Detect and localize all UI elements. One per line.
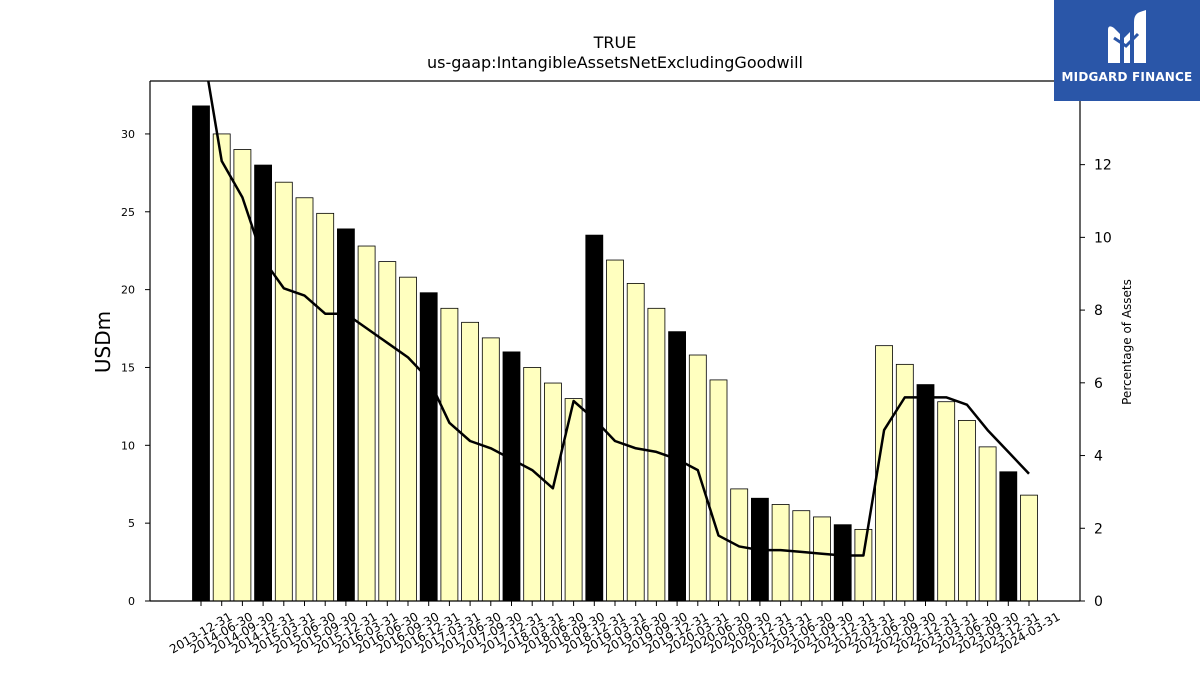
bar	[771, 504, 790, 602]
bar	[668, 331, 686, 602]
y2-tick-label: 12	[1094, 158, 1112, 174]
chart-title: TRUE	[593, 33, 637, 52]
bar	[958, 419, 976, 602]
bar	[336, 228, 355, 602]
y-axis-label: USDm	[91, 311, 115, 373]
bar	[274, 181, 293, 602]
bar	[419, 292, 438, 602]
y2-tick-label: 2	[1094, 521, 1103, 537]
bar	[833, 524, 852, 602]
bar	[709, 379, 728, 602]
bar	[399, 276, 417, 602]
bar	[212, 133, 231, 602]
y-tick-label: 20	[121, 284, 135, 297]
y-tick-label: 5	[128, 517, 135, 530]
bar	[937, 401, 956, 602]
bar	[502, 351, 521, 602]
y2-axis-label: Percentage of Assets	[1120, 279, 1134, 405]
midgard-logo-icon	[1108, 10, 1146, 63]
bar	[916, 384, 935, 602]
bar	[688, 354, 707, 602]
y-tick-label: 30	[121, 128, 135, 141]
y2-tick-label: 10	[1094, 230, 1112, 246]
bar	[626, 282, 645, 602]
y2-tick-label: 4	[1094, 449, 1103, 465]
bar	[440, 307, 459, 602]
bar	[978, 446, 997, 602]
bar	[461, 321, 480, 602]
bar	[1020, 494, 1038, 602]
bar	[316, 212, 335, 602]
y2-tick-label: 8	[1094, 303, 1103, 319]
bar-series	[192, 105, 1038, 602]
brand-logo: MIDGARD FINANCE	[1054, 0, 1200, 101]
chart-subtitle: us-gaap:IntangibleAssetsNetExcludingGood…	[427, 53, 803, 72]
bar	[792, 510, 811, 602]
bar	[378, 261, 397, 602]
y-tick-label: 25	[121, 206, 135, 219]
bar	[854, 528, 873, 602]
bar	[895, 363, 914, 602]
bar	[730, 488, 749, 602]
y2-tick-label: 6	[1094, 376, 1103, 392]
y-tick-label: 10	[121, 439, 135, 452]
bar	[357, 245, 376, 602]
y-tick-label: 0	[128, 595, 135, 608]
plot-area: 0510152025300246810122013-12-312014-06-3…	[121, 80, 1112, 656]
logo-text: MIDGARD FINANCE	[1061, 70, 1193, 84]
bar	[999, 471, 1018, 602]
bar	[813, 516, 831, 602]
bar	[295, 197, 314, 602]
y-tick-label: 15	[121, 361, 135, 374]
bar	[192, 105, 210, 602]
bar	[544, 382, 562, 602]
bar	[481, 337, 500, 602]
bar	[254, 164, 273, 602]
percentage-line	[207, 81, 1030, 557]
y2-tick-label: 0	[1094, 594, 1103, 610]
bar	[523, 367, 542, 602]
bar	[606, 259, 624, 602]
